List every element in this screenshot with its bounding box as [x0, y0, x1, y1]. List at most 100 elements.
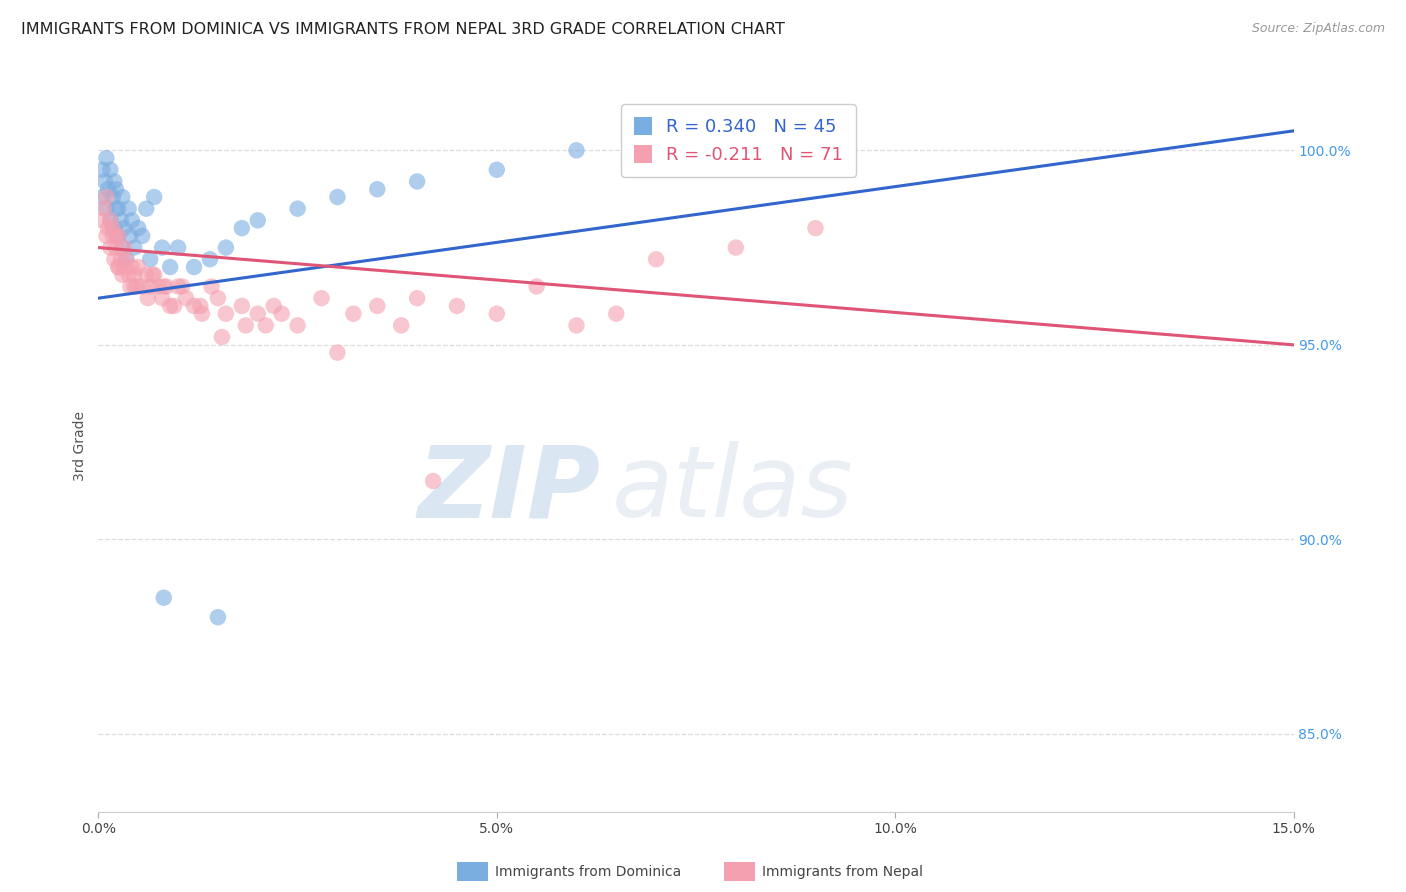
Point [565, 318, 588, 333]
Point [98, 241, 122, 255]
Point [152, 591, 174, 605]
Point [118, 202, 141, 216]
Point [101, 190, 124, 204]
Point [200, 279, 222, 293]
Point [98, 162, 122, 177]
Point [94, 174, 117, 188]
Point [107, 202, 129, 216]
Point [127, 221, 149, 235]
Point [96, 151, 118, 165]
Point [326, 345, 349, 359]
Point [406, 174, 429, 188]
Point [485, 162, 508, 177]
Point [446, 299, 468, 313]
Point [263, 299, 285, 313]
Point [326, 190, 349, 204]
Point [159, 260, 181, 274]
Point [112, 221, 135, 235]
Point [804, 221, 827, 235]
Text: atlas: atlas [613, 442, 853, 539]
Point [124, 241, 146, 255]
Point [110, 213, 132, 227]
Point [98, 213, 122, 227]
Point [246, 307, 269, 321]
Point [135, 202, 157, 216]
Point [104, 241, 127, 255]
Point [115, 252, 138, 267]
Point [645, 252, 668, 267]
Point [96, 228, 118, 243]
Point [422, 474, 444, 488]
Point [150, 291, 173, 305]
Point [167, 241, 190, 255]
Point [131, 279, 153, 293]
Point [107, 228, 129, 243]
Point [143, 190, 166, 204]
Point [174, 291, 197, 305]
Point [124, 279, 146, 293]
Point [246, 213, 269, 227]
Point [235, 318, 257, 333]
Point [254, 318, 277, 333]
Point [183, 260, 205, 274]
Legend: R = 0.340   N = 45, R = -0.211   N = 71: R = 0.340 N = 45, R = -0.211 N = 71 [621, 104, 856, 177]
Point [231, 221, 253, 235]
Y-axis label: 3rd Grade: 3rd Grade [73, 411, 87, 481]
Point [96, 190, 118, 204]
Point [120, 279, 142, 293]
Point [107, 260, 129, 274]
Point [104, 228, 127, 243]
Point [231, 299, 253, 313]
Point [167, 279, 190, 293]
Point [104, 182, 127, 196]
Point [127, 260, 149, 274]
Point [207, 291, 229, 305]
Point [148, 279, 170, 293]
Point [103, 174, 125, 188]
Point [605, 307, 627, 321]
Point [311, 291, 333, 305]
Point [135, 268, 157, 282]
Text: Source: ZipAtlas.com: Source: ZipAtlas.com [1251, 22, 1385, 36]
Point [287, 202, 309, 216]
Point [107, 228, 129, 243]
Point [143, 268, 166, 282]
Point [125, 279, 148, 293]
Point [139, 279, 162, 293]
Point [142, 268, 165, 282]
Point [121, 213, 143, 227]
Point [406, 291, 429, 305]
Point [91, 190, 114, 204]
Point [124, 268, 146, 282]
Point [97, 182, 120, 196]
Point [111, 241, 134, 255]
Point [96, 202, 118, 216]
Point [120, 228, 142, 243]
Point [101, 221, 124, 235]
Point [287, 318, 309, 333]
Text: Immigrants from Nepal: Immigrants from Nepal [762, 865, 924, 880]
Point [91, 162, 114, 177]
Point [139, 252, 162, 267]
Point [150, 241, 173, 255]
Point [207, 610, 229, 624]
Point [101, 228, 124, 243]
Point [198, 252, 221, 267]
Point [565, 144, 588, 158]
Point [112, 260, 135, 274]
Point [98, 213, 122, 227]
Point [172, 279, 194, 293]
Point [118, 268, 141, 282]
Point [155, 279, 177, 293]
Point [724, 241, 747, 255]
Point [107, 260, 129, 274]
Point [111, 268, 134, 282]
Point [485, 307, 508, 321]
Point [389, 318, 412, 333]
Point [215, 241, 238, 255]
Point [103, 252, 125, 267]
Point [526, 279, 548, 293]
Text: Immigrants from Dominica: Immigrants from Dominica [495, 865, 681, 880]
Point [366, 182, 388, 196]
Point [93, 202, 115, 216]
